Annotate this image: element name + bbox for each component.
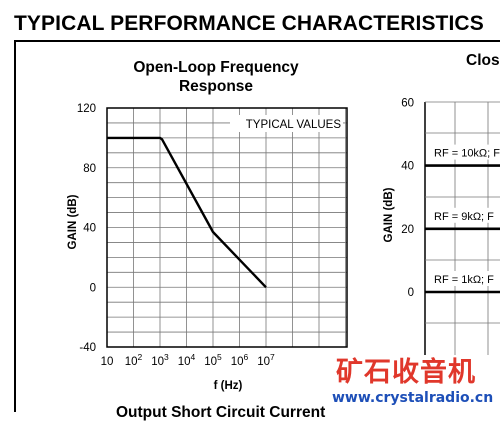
annotation-typical-values: TYPICAL VALUES [246,119,342,131]
series-label: RF = 10kΩ; F [434,148,500,160]
x-tick-label: 105 [204,352,222,368]
y-tick-label: 40 [401,161,414,173]
x-tick-label: 10 [101,356,114,368]
open-loop-chart: -40 0 40 80 120 10 102 103 104 105 106 107 TYPICAL… [67,103,348,392]
x-tick-label: 107 [257,352,275,368]
y-tick-label: 20 [401,224,414,236]
x-tick-label: 102 [125,352,143,368]
y-axis-label: GAIN (dB) [67,194,79,249]
y-tick-labels-right: 0 20 40 60 [401,97,414,299]
x-tick-label: 104 [178,352,196,368]
y-tick-labels: -40 0 40 80 120 [77,103,96,354]
y-axis-label-right: GAIN (dB) [383,187,395,242]
y-tick-label: 40 [83,223,96,235]
annotation-bg [230,115,343,132]
y-tick-label: 60 [401,97,414,109]
chart-title-open-loop: Open-Loop Frequency Response [86,58,346,96]
x-tick-label: 103 [151,352,169,368]
bottom-chart-caption: Output Short Circuit Current [116,404,326,421]
x-axis-label: f (Hz) [214,380,243,392]
y-tick-label: -40 [79,342,96,354]
series-label: RF = 9kΩ; F [434,211,494,223]
chart-grid [107,108,347,347]
frame-left-border [14,42,16,412]
plot-frame [106,107,348,348]
gain-line [107,136,267,289]
chart-title-line-1: Open-Loop Frequency [133,59,299,76]
chart-title-closed-loop: Clos [466,52,500,69]
y-tick-label: 0 [408,287,414,299]
chart-title-line-2: Response [178,78,254,95]
x-tick-label: 106 [231,352,249,368]
section-title: TYPICAL PERFORMANCE CHARACTERISTICS [14,12,484,35]
y-tick-label: 80 [83,163,96,175]
series-label-bg [430,271,500,286]
series-label: RF = 1kΩ; F [434,274,494,286]
gain-series-right: RF = 10kΩ; F RF = 9kΩ; F RF = 1kΩ; F [425,144,500,294]
series-label-bg [430,144,500,160]
closed-loop-chart: 0 20 40 60 RF = 10kΩ; F RF = 9kΩ; F RF = 1kΩ;… [383,97,500,355]
plot-border [106,107,348,348]
y-tick-label: 120 [77,103,96,115]
x-tick-labels: 10 102 103 104 105 106 107 [101,352,275,368]
section-rule [14,40,500,42]
series-label-bg [430,207,500,223]
y-tick-label: 0 [90,282,96,294]
gain-curve [107,136,267,289]
